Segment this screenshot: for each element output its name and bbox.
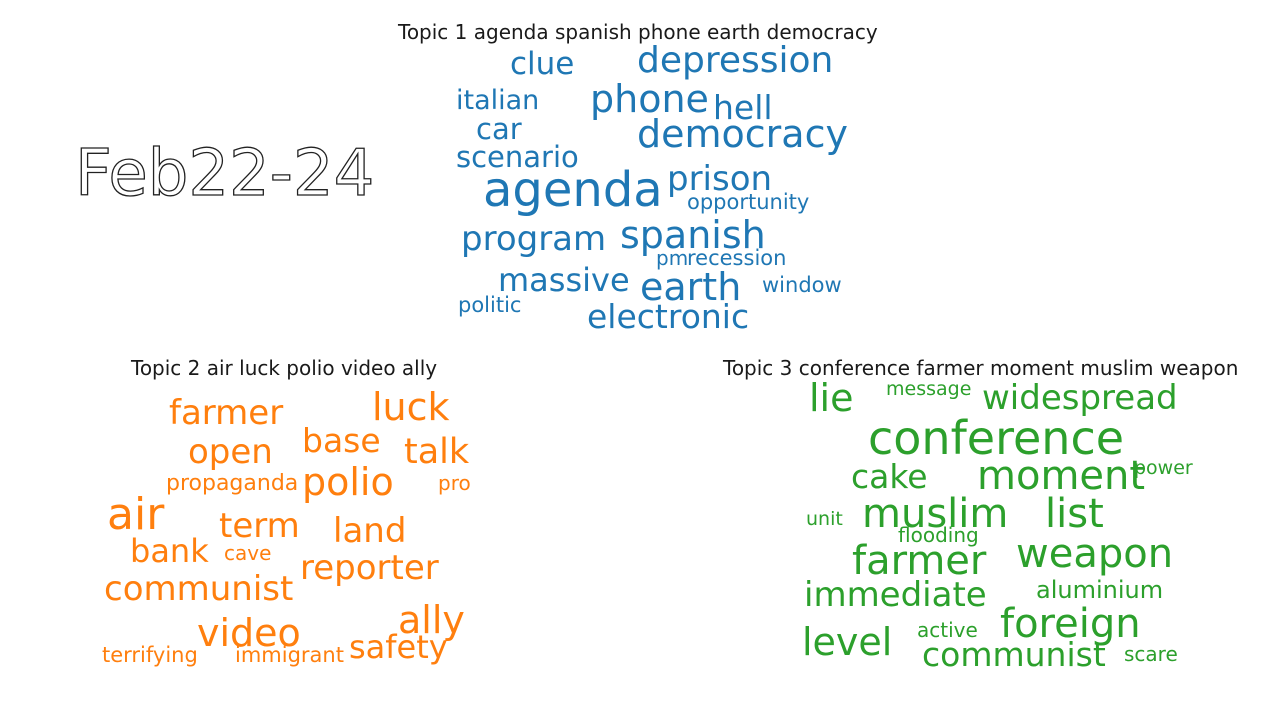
topic-2-word-terrifying: terrifying: [102, 643, 198, 667]
topic-3-word-cake: cake: [851, 457, 928, 496]
topic-1-word-program: program: [461, 219, 607, 259]
topic-3-word-message: message: [886, 378, 972, 400]
topic-2-word-air: air: [107, 489, 165, 540]
topic-3-word-conference: conference: [868, 411, 1125, 465]
topic-2-word-bank: bank: [130, 532, 209, 570]
topic-1-word-politic: politic: [458, 293, 522, 317]
topic-1-word-pm: pm: [656, 246, 689, 270]
topic-1-word-spanish: spanish: [620, 213, 766, 257]
topic-3-word-farmer: farmer: [852, 538, 987, 584]
topic-2-word-reporter: reporter: [300, 548, 439, 588]
topic-3-title: Topic 3 conference farmer moment muslim …: [723, 356, 1239, 380]
topic-2-word-safety: safety: [349, 628, 448, 666]
topic-2-word-land: land: [333, 511, 407, 551]
topic-3-word-active: active: [917, 618, 978, 642]
topic-3-word-scare: scare: [1124, 642, 1178, 666]
topic-1-word-hell: hell: [713, 88, 773, 127]
topic-3-word-weapon: weapon: [1016, 531, 1174, 577]
topic-1-word-phone: phone: [590, 77, 709, 121]
topic-1-word-recession: recession: [687, 246, 787, 270]
topic-2-word-polio: polio: [302, 460, 394, 504]
date-range-label: Feb22-24: [74, 137, 375, 211]
topic-2-word-communist: communist: [104, 569, 294, 609]
topic-3-word-moment: moment: [977, 453, 1146, 499]
topic-2-word-ally: ally: [398, 598, 465, 642]
topic-3-word-aluminium: aluminium: [1036, 576, 1164, 604]
topic-1-title: Topic 1 agenda spanish phone earth democ…: [398, 20, 878, 44]
topic-1-word-scenario: scenario: [456, 140, 579, 174]
topic-3-word-flooding: flooding: [898, 523, 979, 547]
topic-1-word-agenda: agenda: [483, 162, 663, 218]
topic-3-word-unit: unit: [806, 508, 843, 530]
topic-1-word-depression: depression: [637, 40, 834, 81]
topic-1-word-italian: italian: [456, 85, 540, 116]
topic-1-word-clue: clue: [510, 46, 575, 82]
topic-1-word-opportunity: opportunity: [687, 190, 810, 214]
topic-3-word-immediate: immediate: [804, 575, 987, 615]
topic-3-word-power: power: [1134, 457, 1193, 479]
topic-3-word-widespread: widespread: [982, 378, 1178, 418]
topic-2-word-luck: luck: [372, 385, 450, 429]
topic-3-word-lie: lie: [809, 376, 854, 420]
topic-3-word-level: level: [802, 620, 893, 664]
topic-1-word-democracy: democracy: [637, 112, 848, 156]
topic-2-word-base: base: [302, 421, 381, 460]
topic-3-word-list: list: [1045, 491, 1104, 537]
topic-2-word-open: open: [188, 432, 273, 472]
topic-3-word-muslim: muslim: [862, 491, 1009, 537]
topic-1-word-massive: massive: [498, 261, 630, 299]
topic-2-word-video: video: [197, 611, 301, 655]
topic-2-word-pro: pro: [438, 471, 471, 495]
topic-2-word-farmer: farmer: [169, 393, 284, 433]
topic-3-word-communist: communist: [922, 635, 1106, 674]
topic-1-word-electronic: electronic: [587, 297, 750, 336]
topic-2-title: Topic 2 air luck polio video ally: [131, 356, 438, 380]
topic-1-word-earth: earth: [640, 265, 742, 309]
topic-1-word-prison: prison: [667, 159, 773, 199]
topic-3-word-foreign: foreign: [1000, 601, 1141, 647]
topic-2-word-term: term: [219, 506, 300, 546]
topic-2-word-talk: talk: [404, 432, 470, 472]
topic-2-word-immigrant: immigrant: [235, 643, 344, 667]
topic-1-word-window: window: [762, 273, 842, 297]
topic-1-word-car: car: [476, 112, 522, 146]
topic-2-word-cave: cave: [224, 541, 272, 565]
topic-2-word-propaganda: propaganda: [166, 471, 299, 496]
